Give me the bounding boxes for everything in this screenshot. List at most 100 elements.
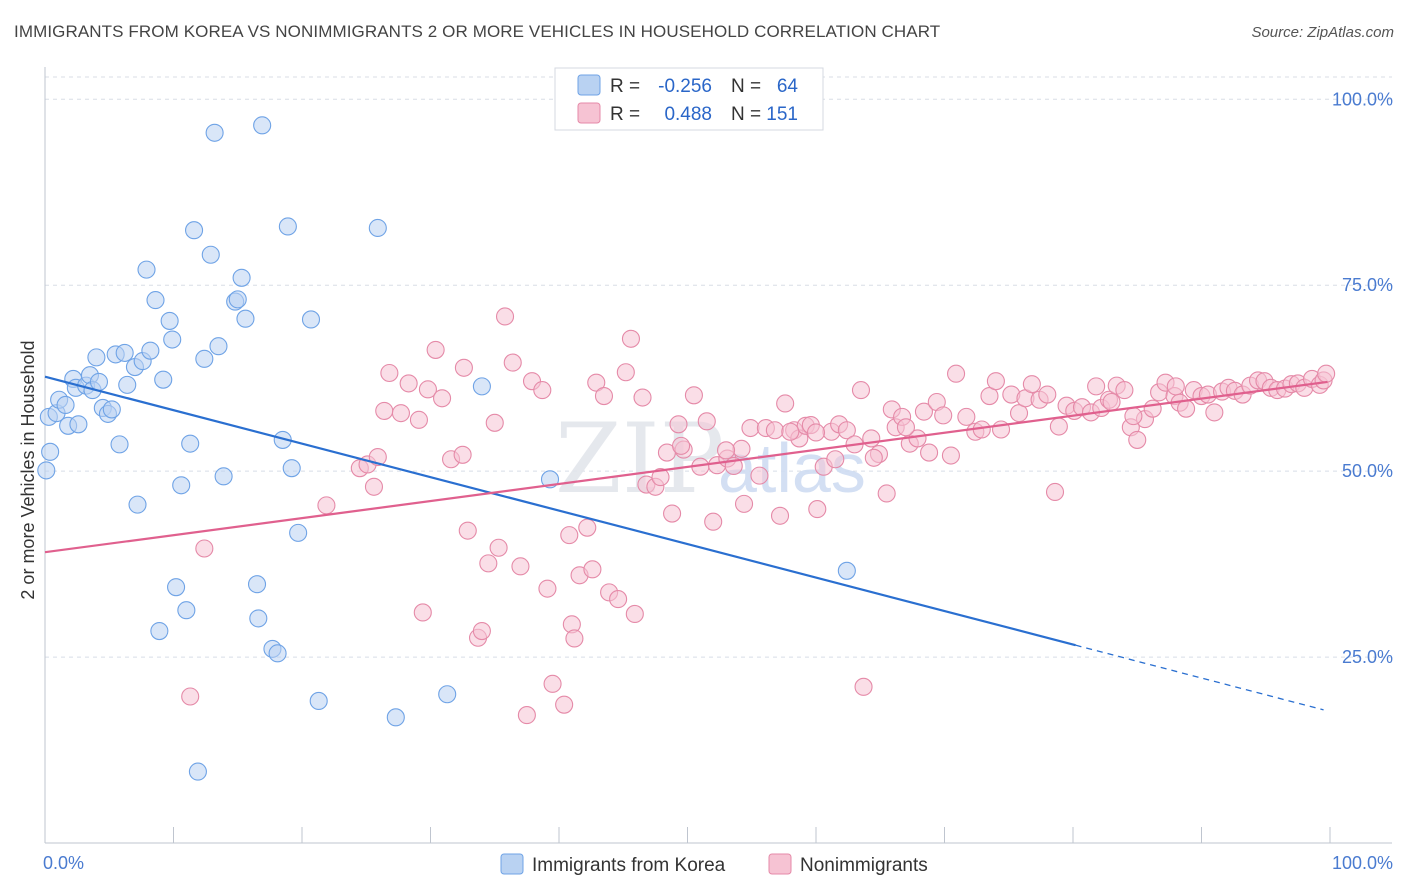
- legend-swatch-pink: [577, 102, 601, 124]
- korea-point: [228, 290, 247, 309]
- x-tick-label-end: 100.0%: [1332, 853, 1393, 873]
- nonimmigrants-point: [391, 404, 410, 423]
- nonimmigrants-point: [750, 466, 769, 485]
- legend-r-value-1: -0.256: [658, 76, 712, 97]
- korea-point: [249, 609, 268, 628]
- nonimmigrants-point: [317, 496, 336, 515]
- korea-point: [154, 370, 173, 389]
- nonimmigrants-point: [1022, 375, 1041, 394]
- korea-trendline: [44, 375, 1076, 647]
- korea-point: [89, 372, 109, 391]
- nonimmigrants-point: [625, 604, 644, 623]
- nonimmigrants-point: [808, 500, 827, 519]
- nonimmigrants-point: [877, 484, 896, 503]
- nonimmigrants-point: [511, 557, 530, 576]
- nonimmigrants-point: [1166, 377, 1185, 396]
- y-tick-label: 25.0%: [1342, 647, 1393, 667]
- legend-n-label-2: N =: [731, 104, 761, 125]
- series-legend-korea: Immigrants from Korea: [532, 855, 726, 876]
- nonimmigrants-point: [543, 674, 562, 693]
- nonimmigrants-point: [741, 418, 760, 438]
- korea-point: [232, 268, 251, 287]
- korea-point: [167, 578, 186, 597]
- nonimmigrants-point: [851, 381, 871, 400]
- nonimmigrants-point: [1087, 377, 1106, 396]
- korea-point: [150, 621, 169, 641]
- series-legend: Immigrants from Korea Nonimmigrants: [500, 853, 928, 876]
- nonimmigrants-trendline: [44, 380, 1328, 554]
- legend-n-label-1: N =: [731, 76, 761, 97]
- nonimmigrants-point: [453, 445, 472, 464]
- series-legend-nonimmigrants: Nonimmigrants: [800, 855, 928, 876]
- nonimmigrants-point: [920, 443, 939, 462]
- nonimmigrants-point: [489, 538, 508, 557]
- nonimmigrants-point: [433, 389, 452, 408]
- nonimmigrants-point: [1143, 399, 1162, 418]
- nonimmigrants-point: [1038, 385, 1057, 404]
- legend-r-value-2: 0.488: [664, 104, 712, 125]
- nonimmigrants-point: [533, 381, 552, 400]
- nonimmigrants-point: [181, 687, 200, 706]
- nonimmigrants-point: [704, 512, 723, 531]
- korea-point: [188, 762, 207, 781]
- y-axis-title: 2 or more Vehicles in Household: [18, 340, 38, 599]
- nonimmigrants-point: [732, 439, 751, 458]
- nonimmigrants-point: [765, 421, 784, 440]
- nonimmigrants-point: [503, 353, 522, 372]
- korea-point: [438, 685, 457, 704]
- nonimmigrants-points: [181, 307, 1336, 725]
- korea-point: [37, 461, 56, 480]
- nonimmigrants-point: [697, 412, 716, 431]
- korea-point: [160, 311, 179, 330]
- korea-point: [163, 330, 182, 349]
- nonimmigrants-point: [399, 374, 418, 393]
- korea-point: [209, 337, 228, 356]
- nonimmigrants-point: [578, 518, 597, 537]
- nonimmigrants-point: [594, 386, 614, 406]
- korea-point: [110, 435, 129, 454]
- nonimmigrants-point: [616, 363, 635, 382]
- series-legend-swatch-nonimmigrants: [768, 853, 792, 875]
- korea-point: [368, 218, 387, 238]
- korea-point: [137, 260, 156, 279]
- nonimmigrants-point: [1177, 399, 1196, 418]
- nonimmigrants-point: [1317, 364, 1336, 383]
- korea-point: [115, 343, 134, 362]
- nonimmigrants-point: [957, 407, 976, 426]
- nonimmigrants-point: [806, 423, 826, 442]
- korea-point: [472, 377, 491, 396]
- korea-point: [282, 459, 301, 478]
- nonimmigrants-point: [633, 388, 652, 407]
- nonimmigrants-point: [1009, 404, 1029, 423]
- nonimmigrants-point: [669, 415, 688, 434]
- nonimmigrants-point: [776, 394, 795, 413]
- nonimmigrants-point: [1049, 417, 1068, 436]
- nonimmigrants-point: [672, 436, 691, 455]
- korea-point: [205, 123, 224, 142]
- nonimmigrants-point: [864, 448, 883, 467]
- nonimmigrants-point: [485, 413, 504, 432]
- nonimmigrants-point: [195, 539, 214, 558]
- korea-point: [181, 434, 200, 453]
- nonimmigrants-point: [651, 468, 670, 487]
- nonimmigrants-point: [375, 401, 394, 420]
- korea-point: [201, 245, 220, 264]
- nonimmigrants-point: [1045, 482, 1065, 502]
- korea-point: [177, 601, 196, 620]
- nonimmigrants-point: [565, 629, 584, 648]
- nonimmigrants-point: [837, 421, 856, 440]
- nonimmigrants-point: [781, 422, 800, 441]
- korea-point: [309, 691, 328, 711]
- y-tick-label: 75.0%: [1342, 275, 1393, 295]
- chart-title: IMMIGRANTS FROM KOREA VS NONIMMIGRANTS 2…: [14, 22, 941, 41]
- korea-trendline-extension: [1075, 644, 1324, 711]
- nonimmigrants-point: [770, 506, 790, 525]
- stats-legend: R = -0.256 N = 64 R = 0.488 N = 151: [554, 67, 824, 131]
- korea-point: [236, 309, 255, 328]
- series-legend-swatch-korea: [500, 853, 524, 875]
- nonimmigrants-point: [458, 521, 477, 540]
- y-tick-label: 50.0%: [1342, 461, 1393, 481]
- korea-point: [69, 415, 88, 434]
- nonimmigrants-point: [716, 441, 736, 460]
- korea-point: [128, 495, 147, 514]
